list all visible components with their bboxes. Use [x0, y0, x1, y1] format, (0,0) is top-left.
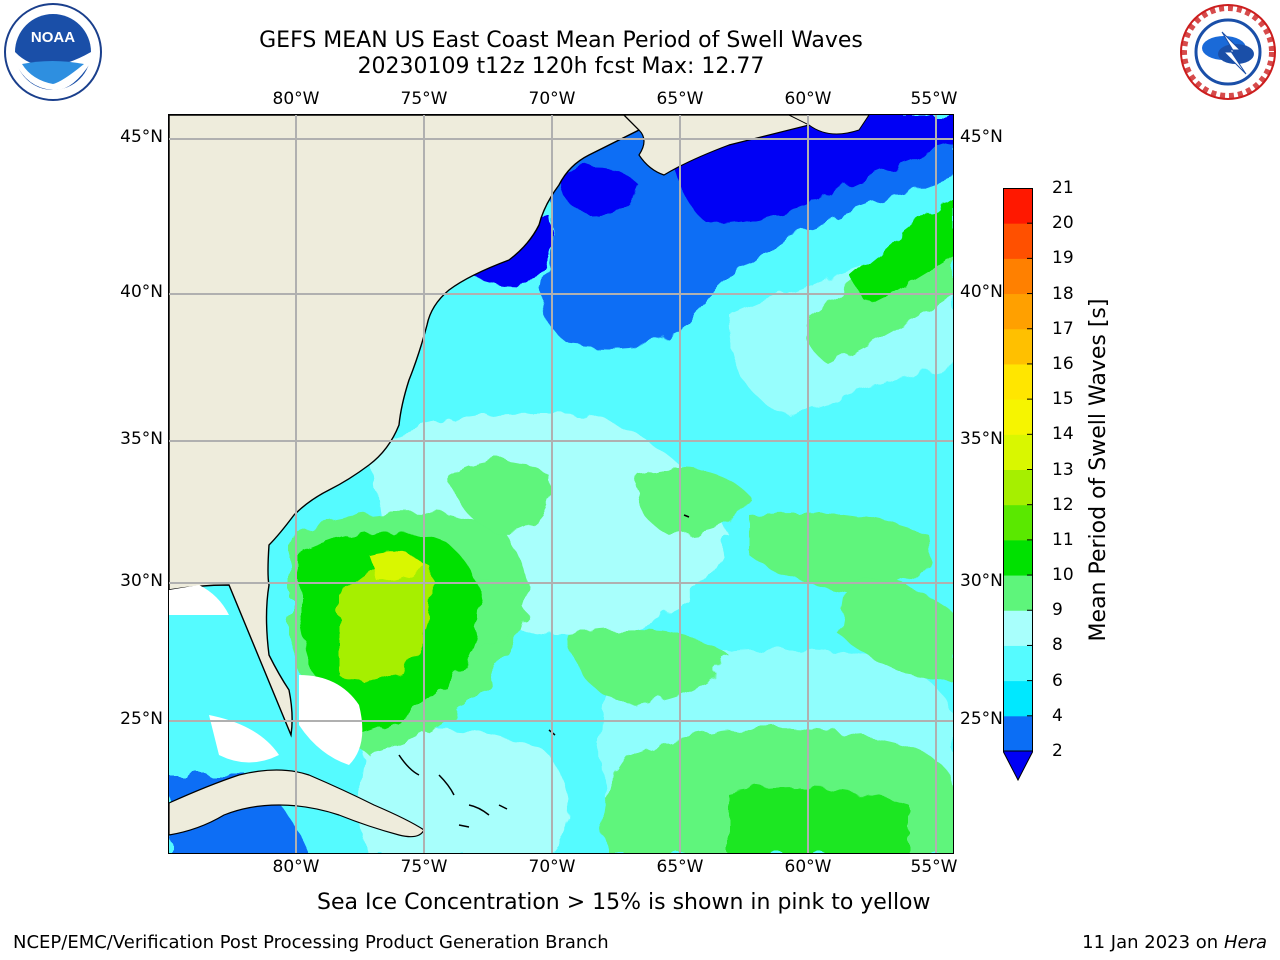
colorbar-tick-label: 12: [1052, 494, 1074, 515]
colorbar-segment: [1003, 504, 1033, 541]
lon-label: 80°W: [272, 89, 320, 109]
lon-label: 60°W: [784, 857, 832, 877]
colorbar-extend-arrow: [1003, 750, 1033, 782]
colorbar-tick-label: 13: [1052, 459, 1074, 480]
colorbar-tick-label: 8: [1052, 635, 1063, 656]
lat-label: 40°N: [960, 282, 1003, 302]
lat-label: 35°N: [960, 429, 1003, 449]
colorbar-tick-label: 20: [1052, 213, 1074, 234]
colorbar-segment: [1003, 610, 1033, 646]
chart-subtitle: 20230109 t12z 120h fcst Max: 12.77: [357, 54, 765, 79]
footer-date: 11 Jan 2023 on Hera: [1082, 932, 1267, 953]
lon-label: 70°W: [528, 857, 576, 877]
colorbar-tick-label: 6: [1052, 670, 1063, 691]
colorbar-segment: [1003, 293, 1033, 330]
colorbar-segment: [1003, 399, 1033, 435]
colorbar-segment: [1003, 363, 1033, 400]
colorbar-tick-label: 4: [1052, 705, 1063, 726]
lon-label: 70°W: [528, 89, 576, 109]
lon-label: 75°W: [400, 89, 448, 109]
colorbar-tick-label: 15: [1052, 389, 1074, 410]
map-panel[interactable]: [168, 114, 954, 854]
colorbar-tick-label: 2: [1052, 741, 1063, 761]
colorbar-segment: [1003, 258, 1033, 295]
lat-label: 25°N: [960, 709, 1003, 729]
footer-branch: NCEP/EMC/Verification Post Processing Pr…: [13, 932, 609, 953]
colorbar-segment: [1003, 188, 1033, 224]
chart-title: GEFS MEAN US East Coast Mean Period of S…: [259, 28, 863, 53]
lon-label: 80°W: [272, 857, 320, 877]
footer-host: Hera: [1223, 932, 1267, 953]
colorbar-tick-label: 19: [1052, 248, 1074, 269]
colorbar-segment: [1003, 680, 1033, 717]
colorbar-tick-label: 11: [1052, 529, 1074, 550]
lat-label: 30°N: [960, 571, 1003, 591]
noaa-logo-text: NOAA: [31, 29, 75, 46]
colorbar-segment: [1003, 575, 1033, 611]
lon-label: 55°W: [910, 857, 958, 877]
lat-label: 25°N: [120, 709, 163, 729]
lon-label: 65°W: [656, 89, 704, 109]
lon-label: 55°W: [910, 89, 958, 109]
swell-period-contours: [169, 115, 953, 853]
islands: [398, 514, 690, 828]
colorbar-tick-label: 21: [1052, 178, 1074, 198]
footer-date-text: 11 Jan 2023 on: [1082, 932, 1224, 953]
lat-label: 30°N: [120, 571, 163, 591]
lat-label: 40°N: [120, 282, 163, 302]
colorbar-tick-label: 10: [1052, 565, 1074, 586]
colorbar-tick-label: 18: [1052, 283, 1074, 304]
lat-label: 45°N: [120, 127, 163, 147]
colorbar-tick-label: 16: [1052, 353, 1074, 374]
map-canvas: [169, 115, 953, 853]
colorbar-segment: [1003, 539, 1033, 576]
colorbar-tick-label: 9: [1052, 600, 1063, 621]
lon-label: 60°W: [784, 89, 832, 109]
colorbar-segment: [1003, 434, 1033, 470]
colorbar-segment: [1003, 645, 1033, 682]
graticule: [169, 115, 953, 853]
colorbar-tick-label: 14: [1052, 424, 1074, 445]
lon-label: 75°W: [400, 857, 448, 877]
colorbar-segment: [1003, 223, 1033, 259]
colorbar: [1003, 188, 1033, 782]
lon-label: 65°W: [656, 857, 704, 877]
colorbar-segment: [1003, 328, 1033, 365]
nws-logo: [1180, 4, 1276, 100]
sea-ice-caption: Sea Ice Concentration > 15% is shown in …: [317, 890, 931, 915]
lat-label: 35°N: [120, 429, 163, 449]
colorbar-segment: [1003, 715, 1033, 752]
colorbar-segment: [1003, 469, 1033, 506]
colorbar-label: Mean Period of Swell Waves [s]: [1086, 298, 1111, 642]
noaa-logo: NOAA: [4, 3, 102, 101]
lat-label: 45°N: [960, 127, 1003, 147]
colorbar-tick-label: 17: [1052, 318, 1074, 339]
